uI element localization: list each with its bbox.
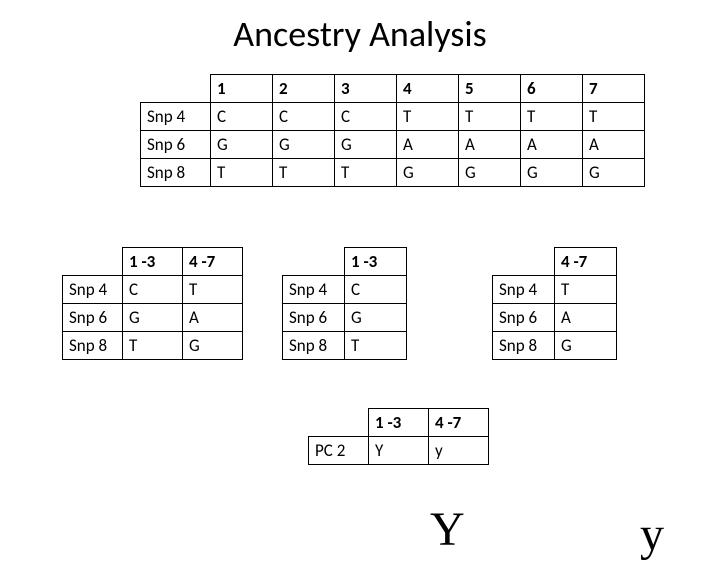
row-label: PC 2 xyxy=(309,437,369,465)
col-header: 1 -3 xyxy=(123,248,183,276)
table-row: Snp 8 G xyxy=(493,332,617,360)
row-label: Snp 8 xyxy=(283,332,345,360)
cell: T xyxy=(521,103,583,131)
table-row: PC 2 Y y xyxy=(309,437,489,465)
table-row: Snp 4 C xyxy=(283,276,407,304)
col-header: 4 -7 xyxy=(183,248,243,276)
col-header: 4 -7 xyxy=(429,409,489,437)
pc-table: 1 -3 4 -7 PC 2 Y y xyxy=(308,408,489,465)
row-label: Snp 6 xyxy=(283,304,345,332)
cell: G xyxy=(521,159,583,187)
main-snp-table: 1 2 3 4 5 6 7 Snp 4 C C C T T T T Snp 6 … xyxy=(140,74,645,187)
page-title: Ancestry Analysis xyxy=(0,12,720,56)
cell: T xyxy=(183,276,243,304)
table-row: Snp 8 T T T G G G G xyxy=(141,159,645,187)
table-row: Snp 8 T xyxy=(283,332,407,360)
cell: G xyxy=(397,159,459,187)
row-label: Snp 4 xyxy=(141,103,211,131)
table-row: Snp 6 G xyxy=(283,304,407,332)
row-label: Snp 6 xyxy=(63,304,123,332)
empty-header xyxy=(309,409,369,437)
cell: G xyxy=(583,159,645,187)
cell: T xyxy=(273,159,335,187)
annotation-big-y: Y xyxy=(430,502,465,557)
cell: T xyxy=(583,103,645,131)
cell: T xyxy=(211,159,273,187)
table-row: Snp 4 C C C T T T T xyxy=(141,103,645,131)
cell: A xyxy=(555,304,617,332)
annotation-small-y: y xyxy=(640,507,664,562)
row-label: Snp 4 xyxy=(283,276,345,304)
cell: G xyxy=(211,131,273,159)
cell: C xyxy=(335,103,397,131)
col-header: 1 xyxy=(211,75,273,103)
cell: C xyxy=(123,276,183,304)
cell: A xyxy=(459,131,521,159)
cell: C xyxy=(345,276,407,304)
empty-header xyxy=(141,75,211,103)
cell: G xyxy=(555,332,617,360)
row-label: Snp 4 xyxy=(63,276,123,304)
col-header: 4 xyxy=(397,75,459,103)
col-header: 5 xyxy=(459,75,521,103)
row-label: Snp 8 xyxy=(141,159,211,187)
col-header: 4 -7 xyxy=(555,248,617,276)
cell: G xyxy=(183,332,243,360)
table-row: Snp 6 G G G A A A A xyxy=(141,131,645,159)
table-row: Snp 4 T xyxy=(493,276,617,304)
col-header: 1 -3 xyxy=(369,409,429,437)
table-row: Snp 6 G A xyxy=(63,304,243,332)
col-header: 1 -3 xyxy=(345,248,407,276)
cell: Y xyxy=(369,437,429,465)
subset-table-right: 4 -7 Snp 4 T Snp 6 A Snp 8 G xyxy=(492,247,617,360)
cell: T xyxy=(123,332,183,360)
cell: G xyxy=(335,131,397,159)
empty-header xyxy=(63,248,123,276)
cell: A xyxy=(521,131,583,159)
cell: G xyxy=(345,304,407,332)
cell: T xyxy=(459,103,521,131)
row-label: Snp 8 xyxy=(493,332,555,360)
cell: G xyxy=(123,304,183,332)
cell: T xyxy=(345,332,407,360)
cell: y xyxy=(429,437,489,465)
empty-header xyxy=(283,248,345,276)
col-header: 6 xyxy=(521,75,583,103)
cell: T xyxy=(397,103,459,131)
empty-header xyxy=(493,248,555,276)
col-header: 3 xyxy=(335,75,397,103)
subset-table-left: 1 -3 4 -7 Snp 4 C T Snp 6 G A Snp 8 T G xyxy=(62,247,243,360)
cell: G xyxy=(459,159,521,187)
row-label: Snp 6 xyxy=(493,304,555,332)
cell: C xyxy=(211,103,273,131)
cell: T xyxy=(555,276,617,304)
table-row: Snp 6 A xyxy=(493,304,617,332)
col-header: 7 xyxy=(583,75,645,103)
col-header: 2 xyxy=(273,75,335,103)
cell: T xyxy=(335,159,397,187)
cell: G xyxy=(273,131,335,159)
row-label: Snp 4 xyxy=(493,276,555,304)
cell: A xyxy=(183,304,243,332)
row-label: Snp 6 xyxy=(141,131,211,159)
row-label: Snp 8 xyxy=(63,332,123,360)
cell: A xyxy=(397,131,459,159)
cell: C xyxy=(273,103,335,131)
subset-table-mid: 1 -3 Snp 4 C Snp 6 G Snp 8 T xyxy=(282,247,407,360)
table-row: Snp 4 C T xyxy=(63,276,243,304)
cell: A xyxy=(583,131,645,159)
table-row: Snp 8 T G xyxy=(63,332,243,360)
